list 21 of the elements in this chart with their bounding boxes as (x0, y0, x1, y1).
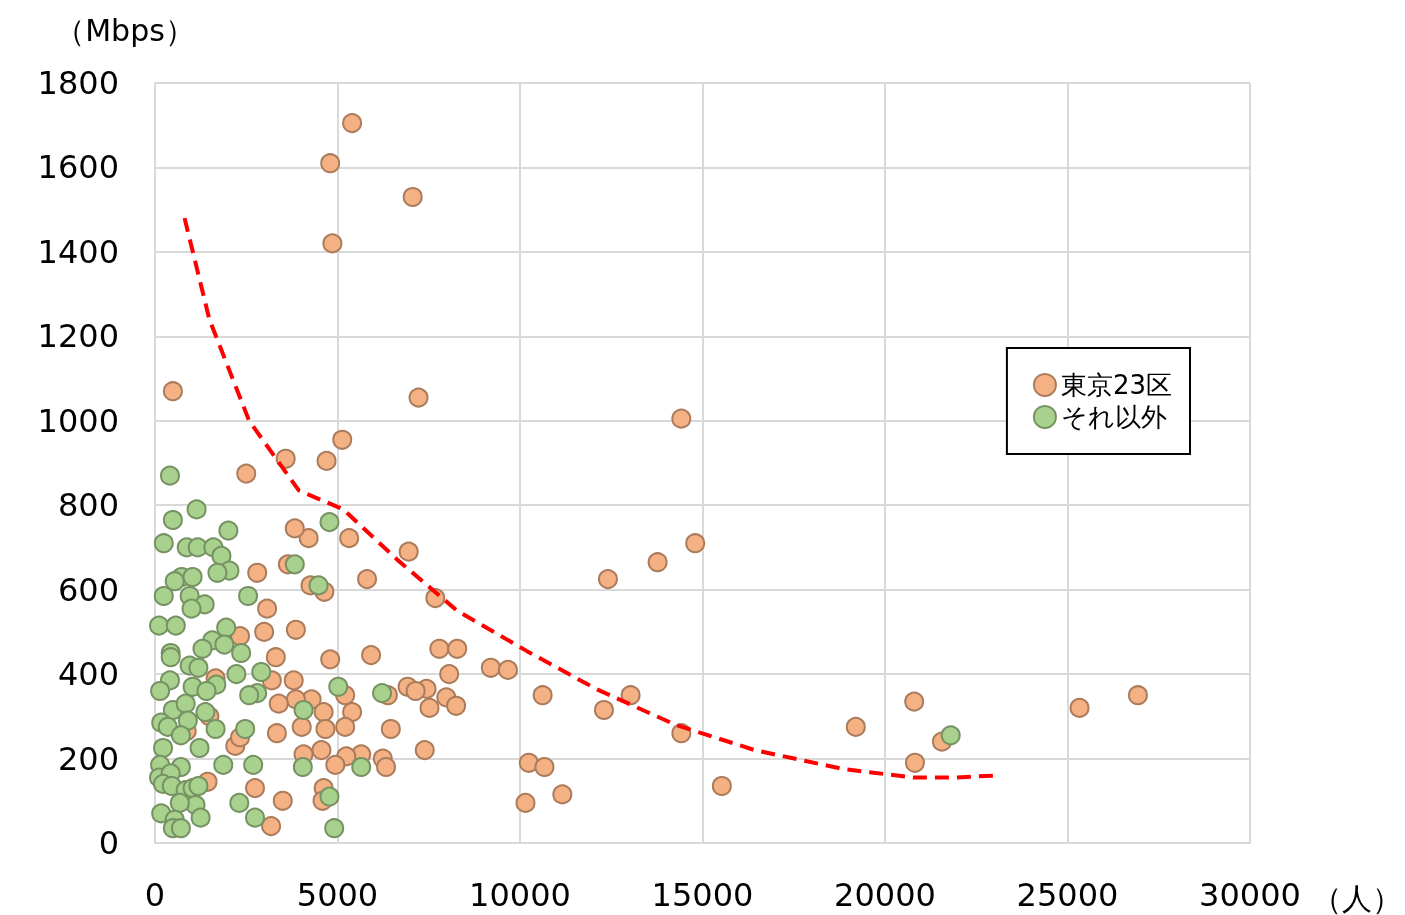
y-axis-title: （Mbps） (55, 12, 195, 48)
x-tick-label: 20000 (834, 876, 936, 914)
y-tick-label: 0 (98, 824, 119, 862)
y-tick-label: 1600 (37, 148, 119, 187)
legend-label: それ以外 (1060, 402, 1167, 432)
y-tick-label: 1200 (37, 317, 119, 356)
y-tick-label: 1000 (37, 401, 119, 440)
x-tick-label: 30000 (1199, 876, 1301, 914)
x-tick-label: 0 (144, 876, 166, 914)
x-tick-label: 15000 (651, 876, 754, 914)
y-tick-label: 1800 (37, 64, 119, 102)
y-tick-label: 200 (57, 739, 119, 778)
y-tick-label: 1400 (37, 232, 119, 271)
x-tick-label: 10000 (469, 876, 571, 914)
y-tick-label: 400 (57, 655, 119, 694)
y-tick-label: 800 (57, 486, 119, 525)
legend-label: 東京23区 (1060, 370, 1173, 400)
y-tick-label: 600 (57, 570, 119, 609)
x-tick-label: 25000 (1016, 876, 1119, 914)
x-axis-title: （人） (1312, 880, 1402, 915)
x-tick-label: 5000 (296, 876, 379, 914)
